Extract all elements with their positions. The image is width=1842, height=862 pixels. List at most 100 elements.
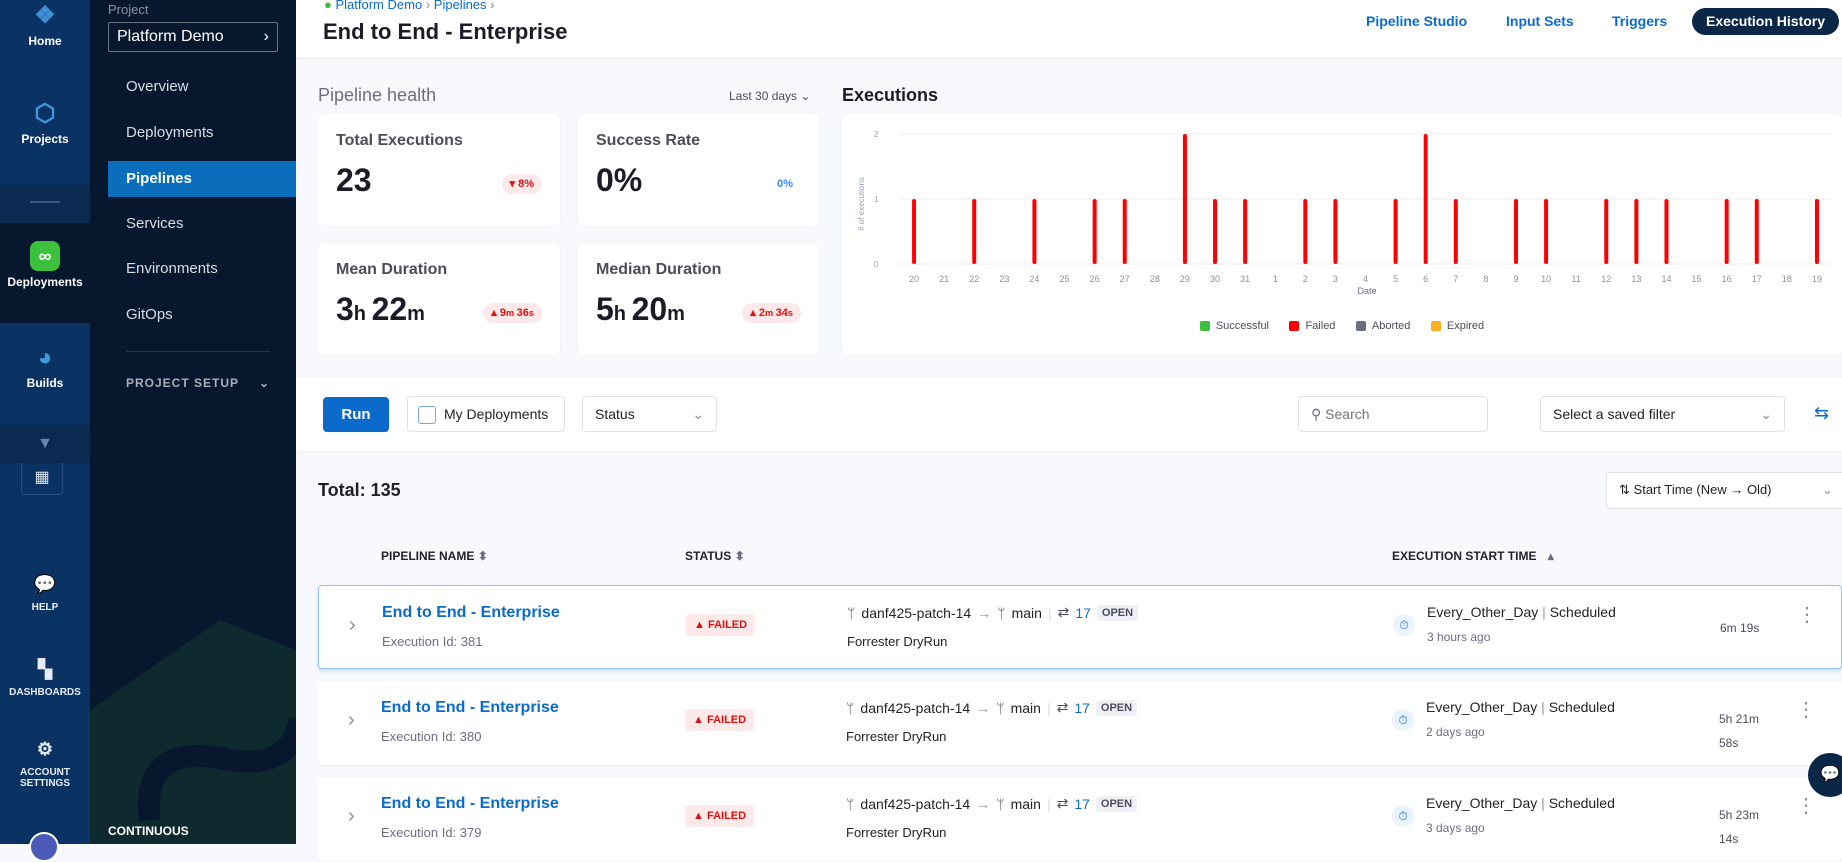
x-tick-label: 29 <box>1180 274 1190 284</box>
table-row[interactable]: › End to End - Enterprise Execution Id: … <box>318 585 1842 669</box>
x-tick-label: 23 <box>999 274 1009 284</box>
search-box[interactable]: ⚲ <box>1298 396 1488 432</box>
rail-home[interactable]: ❖ Home <box>0 2 90 62</box>
filter-settings-icon[interactable]: ⇆ <box>1814 403 1830 423</box>
project-selector[interactable]: Platform Demo › <box>108 22 278 52</box>
nav-pipelines[interactable]: Pipelines <box>108 161 296 197</box>
x-tick-label: 5 <box>1393 274 1398 284</box>
rail-help[interactable]: 💬 HELP <box>0 570 90 613</box>
nav-gitops[interactable]: GitOps <box>126 306 173 323</box>
x-tick-label: 14 <box>1661 274 1671 284</box>
branch-icon: ᛘ <box>997 604 1006 621</box>
tab-input-sets[interactable]: Input Sets <box>1506 13 1574 29</box>
page-title: End to End - Enterprise <box>323 19 568 44</box>
x-tick-label: 30 <box>1210 274 1220 284</box>
more-options-icon[interactable]: ⋮ <box>1797 604 1817 626</box>
project-setup-toggle[interactable]: PROJECT SETUP ⌄ <box>126 376 270 390</box>
tab-pipeline-studio[interactable]: Pipeline Studio <box>1366 13 1468 29</box>
breadcrumb-pipelines[interactable]: Pipelines <box>433 0 487 12</box>
nav-overview[interactable]: Overview <box>126 78 189 95</box>
tab-triggers[interactable]: Triggers <box>1612 13 1668 29</box>
pr-link[interactable]: 17 <box>1074 699 1090 716</box>
x-tick-label: 22 <box>969 274 979 284</box>
pipeline-name-link[interactable]: End to End - Enterprise <box>381 699 559 716</box>
arrow-down-icon: ▾ <box>509 178 516 190</box>
x-tick-label: 2 <box>1303 274 1308 284</box>
dashboard-icon: ▚ <box>38 659 52 679</box>
sort-select[interactable]: ⇅ Start Time (New → Old) ⌄ <box>1606 472 1842 509</box>
table-row[interactable]: › End to End - Enterprise Execution Id: … <box>318 777 1842 861</box>
avatar[interactable] <box>29 832 59 862</box>
saved-filter-select[interactable]: Select a saved filter ⌄ <box>1540 396 1785 432</box>
x-tick-label: 25 <box>1060 274 1070 284</box>
arrow-right-icon: → <box>977 604 992 621</box>
rail-projects[interactable]: ⬡ Projects <box>0 100 90 160</box>
gear-icon: ⚙ <box>36 739 54 759</box>
bar-failed <box>1423 134 1428 264</box>
branch-info: ᛘ danf425-patch-14 → ᛘ main | ⇄ 17 OPEN <box>846 795 1138 812</box>
breadcrumb-project[interactable]: Platform Demo <box>335 0 423 12</box>
trigger-info: Every_Other_Day | Scheduled <box>1426 795 1615 811</box>
branch-info: ᛘ danf425-patch-14 → ᛘ main | ⇄ 17 OPEN <box>846 699 1138 716</box>
more-options-icon[interactable]: ⋮ <box>1796 795 1816 817</box>
executions-chart-card: 20 21 22 23 24 25 26 27 28 29 30 31 1 2 3 4 5 6 7 8 9 10 11 12 1… <box>842 114 1842 355</box>
card-success-rate: Success Rate 0% 0% <box>578 114 819 226</box>
column-status[interactable]: STATUS ⬍ <box>685 549 745 563</box>
expand-chevron-icon[interactable]: › <box>349 614 356 636</box>
bar-failed <box>1544 199 1549 264</box>
pr-link[interactable]: 17 <box>1074 795 1090 812</box>
duration: 5h 21m 58s <box>1719 712 1760 750</box>
expand-chevron-icon[interactable]: › <box>348 709 355 731</box>
execution-description: Forrester DryRun <box>846 825 947 840</box>
status-filter[interactable]: Status ⌄ <box>582 396 717 432</box>
branch-icon: ᛘ <box>846 699 855 716</box>
nav-deployments[interactable]: Deployments <box>126 124 214 141</box>
table-row[interactable]: › End to End - Enterprise Execution Id: … <box>318 681 1842 765</box>
help-chat-button[interactable]: 💬 <box>1808 753 1842 797</box>
column-execution-start-time[interactable]: EXECUTION START TIME ▴ <box>1392 549 1554 563</box>
scheduled-trigger-icon: ⏱ <box>1392 709 1414 731</box>
trend-badge: ▾ 8% <box>501 174 542 194</box>
legend-swatch <box>1355 321 1366 331</box>
run-button[interactable]: Run <box>323 397 389 432</box>
pipeline-health-title: Pipeline health <box>318 85 437 105</box>
x-tick-label: 11 <box>1572 274 1581 284</box>
pipeline-name-link[interactable]: End to End - Enterprise <box>381 795 559 812</box>
y-tick-label: 1 <box>874 195 879 204</box>
status-badge: ▲ FAILED <box>685 709 755 731</box>
checkbox[interactable] <box>418 406 436 425</box>
module-rail: ❖ Home ⬡ Projects ∞ Deployments ◕ Builds ▼ ▦… <box>0 0 90 862</box>
range-select[interactable]: Last 30 days ⌄ <box>729 89 811 103</box>
x-tick-label: 3 <box>1333 274 1338 284</box>
rail-builds[interactable]: ◕ Builds <box>0 340 90 420</box>
tab-execution-history[interactable]: Execution History <box>1692 8 1840 35</box>
more-options-icon[interactable]: ⋮ <box>1796 699 1816 721</box>
pipeline-name-link[interactable]: End to End - Enterprise <box>382 604 560 621</box>
expand-modules-icon[interactable]: ▼ <box>0 425 90 463</box>
nav-services[interactable]: Services <box>126 215 184 232</box>
rail-account-settings[interactable]: ⚙ ACCOUNT SETTINGS <box>0 735 90 789</box>
nav-environments[interactable]: Environments <box>126 260 218 277</box>
my-deployments-checkbox[interactable]: My Deployments <box>407 396 565 432</box>
warning-icon: ▲ <box>693 810 704 822</box>
branch-info: ᛘ danf425-patch-14 → ᛘ main | ⇄ 17 OPEN <box>847 604 1139 621</box>
legend-successful[interactable]: Successful <box>1199 320 1269 332</box>
trigger-info: Every_Other_Day | Scheduled <box>1426 699 1615 715</box>
column-pipeline-name[interactable]: PIPELINE NAME ⬍ <box>381 549 488 563</box>
x-tick-label: 26 <box>1090 274 1100 284</box>
legend-aborted[interactable]: Aborted <box>1355 320 1410 332</box>
search-input[interactable] <box>1325 406 1466 422</box>
grid-icon[interactable]: ▦ <box>21 463 63 495</box>
rail-dashboards[interactable]: ▚ DASHBOARDS <box>0 655 90 698</box>
x-tick-label: 17 <box>1752 274 1762 284</box>
bar-failed <box>972 199 977 264</box>
expand-chevron-icon[interactable]: › <box>348 805 355 827</box>
pr-link[interactable]: 17 <box>1075 604 1091 621</box>
arrow-up-icon: ▴ <box>491 307 497 319</box>
legend-swatch <box>1199 321 1210 331</box>
legend-expired[interactable]: Expired <box>1430 320 1484 332</box>
legend-failed[interactable]: Failed <box>1289 320 1335 332</box>
pr-state-badge: OPEN <box>1095 795 1138 812</box>
rail-deployments[interactable]: ∞ Deployments <box>0 223 90 323</box>
x-tick-label: 18 <box>1782 274 1792 284</box>
